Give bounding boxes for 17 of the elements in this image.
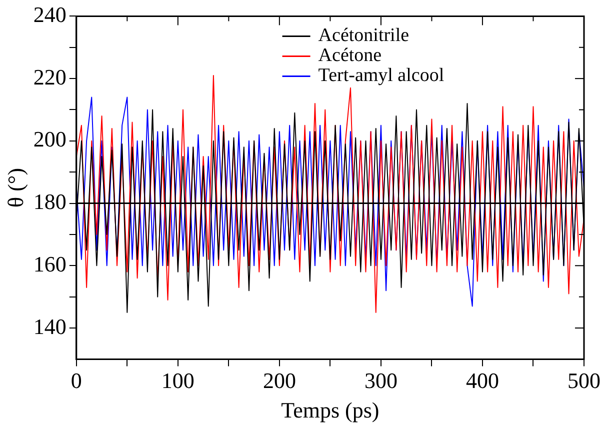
x-tick-label: 100	[161, 368, 194, 394]
y-tick-label: 180	[33, 189, 66, 214]
y-axis-title: θ (°)	[2, 168, 28, 208]
y-tick-label: 220	[33, 64, 66, 90]
x-tick-label: 400	[466, 368, 499, 394]
x-tick-label: 300	[364, 368, 398, 394]
legend-label: Acétonitrile	[318, 25, 410, 46]
y-tick-label: 240	[33, 2, 66, 27]
x-tick-label: 0	[70, 368, 82, 394]
y-tick-label: 200	[33, 126, 66, 152]
x-tick-label: 500	[568, 368, 600, 394]
legend-label: Tert-amyl alcool	[318, 65, 444, 86]
x-tick-label: 200	[262, 368, 296, 394]
y-tick-label: 140	[33, 314, 66, 339]
x-axis-title: Temps (ps)	[281, 398, 380, 423]
y-tick-label: 160	[33, 251, 66, 276]
legend-label: Acétone	[318, 45, 382, 66]
